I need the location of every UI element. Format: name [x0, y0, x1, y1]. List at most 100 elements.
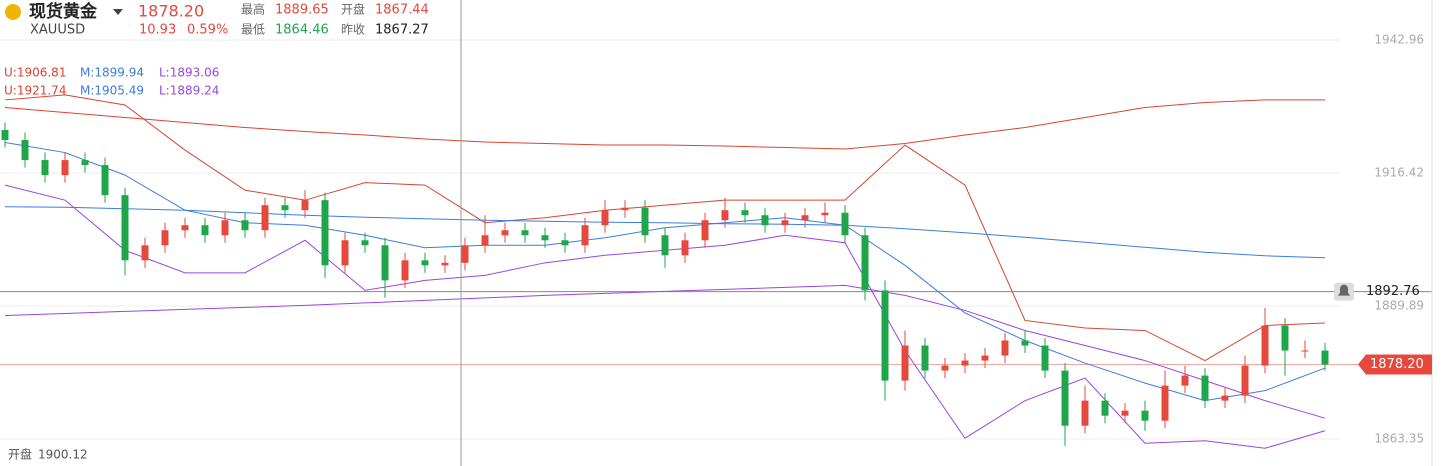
- symbol: XAUUSD: [30, 23, 85, 38]
- candle-body: [181, 225, 189, 231]
- candle-body: [1101, 400, 1109, 416]
- candle-body: [41, 160, 49, 176]
- candle-body: [1161, 385, 1169, 421]
- candle-body: [961, 360, 969, 366]
- candle-body: [1081, 400, 1089, 426]
- candle-body: [161, 230, 169, 246]
- y-tick-label: 1942.96: [1374, 32, 1424, 46]
- candle-body: [261, 205, 269, 231]
- band-line: [4, 184, 1326, 449]
- candle-body: [321, 200, 329, 266]
- alert-label: 1892.76: [1366, 284, 1420, 299]
- candle-body: [801, 215, 809, 221]
- high-label: 最高: [241, 2, 265, 17]
- candle-body: [901, 345, 909, 381]
- candle-body: [661, 235, 669, 256]
- candle-body: [681, 240, 689, 256]
- candle-body: [621, 207, 629, 211]
- candle-body: [201, 225, 209, 236]
- candle-body: [1181, 375, 1189, 386]
- gold-icon: [5, 4, 21, 20]
- candle-body: [241, 220, 249, 231]
- candle-body: [441, 262, 449, 266]
- price-tag-label: 1878.20: [1370, 357, 1424, 372]
- candle-body: [301, 200, 309, 211]
- footer-value: 1900.12: [38, 448, 88, 462]
- candle-body: [981, 355, 989, 361]
- candle-body: [61, 160, 69, 176]
- candle-body: [701, 220, 709, 241]
- candle-body: [581, 225, 589, 246]
- candle-body: [841, 212, 849, 236]
- candle-body: [1261, 325, 1269, 366]
- candle-body: [1221, 395, 1229, 401]
- candle-body: [1021, 340, 1029, 346]
- legend-middle: M:1899.94: [80, 66, 144, 80]
- candle-body: [101, 165, 109, 196]
- candle-body: [121, 195, 129, 261]
- band-line: [4, 94, 1326, 362]
- band-line: [4, 99, 1325, 150]
- alert-bell: [1338, 284, 1350, 296]
- legend-upper: U:1921.74: [4, 84, 66, 98]
- legend-middle: M:1905.49: [80, 84, 144, 98]
- low-value: 1864.46: [275, 23, 329, 38]
- candle-body: [421, 260, 429, 266]
- prev-label: 昨收: [341, 23, 365, 37]
- open-label: 开盘: [341, 2, 365, 17]
- candle-body: [641, 207, 649, 236]
- candle-body: [1201, 375, 1209, 401]
- legend-upper: U:1906.81: [4, 66, 66, 80]
- legend-lower: L:1889.24: [159, 84, 219, 98]
- candle-body: [1001, 340, 1009, 356]
- candle-body: [1281, 325, 1289, 351]
- open-value: 1867.44: [375, 3, 429, 18]
- candle-body: [221, 220, 229, 236]
- band-line: [4, 142, 1326, 402]
- y-tick-label: 1863.35: [1374, 431, 1424, 445]
- candle-body: [521, 230, 529, 236]
- candle-body: [401, 260, 409, 281]
- candle-body: [881, 290, 889, 381]
- candle-body: [1141, 410, 1149, 421]
- change-pct: 0.59%: [187, 23, 228, 38]
- candle-body: [601, 210, 609, 226]
- candle-body: [281, 205, 289, 211]
- candle-body: [741, 210, 749, 216]
- prev-value: 1867.27: [375, 23, 429, 38]
- price-tag: [1358, 354, 1432, 375]
- candle-body: [501, 230, 509, 236]
- candle-body: [141, 245, 149, 261]
- candle-body: [361, 240, 369, 246]
- candle-body: [861, 235, 869, 291]
- band-line: [4, 284, 1326, 419]
- candle-body: [561, 240, 569, 246]
- footer-label: 开盘: [8, 447, 32, 462]
- candle-body: [1321, 350, 1329, 365]
- candle-body: [1, 130, 9, 141]
- candle-body: [721, 210, 729, 221]
- candle-body: [481, 235, 489, 246]
- candle-body: [381, 245, 389, 281]
- candle-body: [341, 240, 349, 266]
- candle-body: [941, 365, 949, 371]
- candle-body: [921, 345, 929, 371]
- y-tick-label: 1916.42: [1374, 166, 1424, 180]
- candle-body: [21, 140, 29, 161]
- candle-body: [821, 212, 829, 216]
- candle-body: [781, 220, 789, 226]
- candle-body: [761, 215, 769, 226]
- title[interactable]: 现货黄金: [29, 1, 98, 22]
- candle-body: [461, 245, 469, 263]
- candle-body: [1121, 410, 1129, 416]
- plot: [0, 39, 1432, 449]
- change: 10.93: [139, 23, 176, 38]
- dropdown-arrow[interactable]: [113, 9, 123, 15]
- candle-body: [541, 235, 549, 241]
- candle-body: [1301, 350, 1309, 352]
- band-line: [4, 206, 1326, 259]
- high-value: 1889.65: [275, 3, 329, 18]
- candle-body: [1041, 345, 1049, 371]
- indicator-legend: U:1906.81 M:1899.94 L:1893.06 U:1921.74 …: [4, 66, 219, 98]
